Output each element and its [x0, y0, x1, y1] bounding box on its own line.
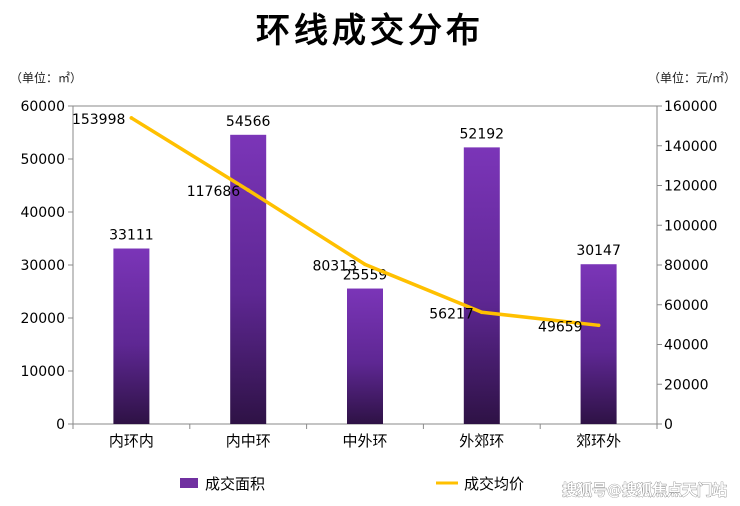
- bar-data-labels: 33111 54566 25559 52192 30147: [109, 114, 621, 284]
- category-label: 内中环: [226, 432, 271, 450]
- chart-title: 环线成交分布: [256, 11, 484, 51]
- right-tick-label: 40000: [664, 338, 709, 354]
- bar: [113, 248, 150, 424]
- bar: [347, 288, 383, 424]
- bar: [463, 147, 500, 425]
- left-tick-label: 0: [56, 417, 65, 433]
- bar-value-label: 25559: [343, 268, 388, 284]
- left-tick-label: 30000: [20, 258, 65, 274]
- left-tick-label: 10000: [20, 364, 65, 380]
- line-value-label: 153998: [72, 112, 125, 128]
- right-axis: 0 20000 40000 60000 80000 100000 120000 140000 1…: [657, 99, 717, 433]
- right-tick-label: 60000: [664, 298, 709, 314]
- line-point: [363, 262, 367, 267]
- line-point: [246, 188, 250, 192]
- line-point: [129, 116, 134, 120]
- right-tick-label: 20000: [664, 377, 709, 393]
- line-point: [596, 323, 601, 328]
- bar: [580, 264, 617, 424]
- line-value-label: 117686: [187, 184, 241, 200]
- line-value-label: 56217: [429, 306, 474, 322]
- category-label: 中外环: [342, 432, 387, 450]
- bar-value-label: 30147: [576, 243, 621, 259]
- bar-series: [113, 134, 617, 425]
- left-tick-label: 20000: [20, 311, 65, 327]
- category-axis: 内环内 内中环 中外环 外郊环 郊环外: [72, 424, 658, 450]
- left-axis: 0 10000 20000 30000 40000 50000 60000: [20, 99, 73, 433]
- left-tick-label: 40000: [20, 205, 65, 221]
- line-value-label: 49659: [538, 319, 583, 335]
- left-tick-label: 50000: [20, 152, 65, 168]
- category-label: 内环内: [109, 432, 154, 450]
- line-series: [129, 116, 601, 328]
- bar: [230, 134, 267, 424]
- line-point: [480, 310, 484, 315]
- legend: 成交面积 成交均价: [180, 475, 524, 493]
- right-tick-label: 100000: [664, 218, 717, 234]
- right-axis-unit: （单位：元/㎡）: [648, 70, 736, 85]
- left-axis-unit: （单位：㎡）: [10, 70, 82, 85]
- legend-line-label: 成交均价: [464, 475, 524, 493]
- legend-bar-label: 成交面积: [205, 475, 265, 493]
- bar-value-label: 33111: [109, 228, 154, 244]
- line-data-labels: 153998 117686 80313 56217 49659: [72, 112, 583, 335]
- category-label: 郊环外: [576, 432, 621, 450]
- line-value-label: 80313: [312, 258, 357, 274]
- legend-bar-swatch: [180, 478, 198, 488]
- bar-value-label: 54566: [226, 114, 271, 130]
- right-tick-label: 0: [664, 417, 673, 433]
- right-tick-label: 160000: [664, 99, 717, 115]
- right-tick-label: 140000: [664, 139, 717, 155]
- right-tick-label: 80000: [664, 258, 709, 274]
- bar-value-label: 52192: [460, 126, 505, 142]
- left-tick-label: 60000: [20, 99, 65, 115]
- category-label: 外郊环: [459, 432, 504, 450]
- right-tick-label: 120000: [664, 179, 717, 195]
- watermark: 搜狐号@搜狐焦点天门站: [562, 481, 727, 499]
